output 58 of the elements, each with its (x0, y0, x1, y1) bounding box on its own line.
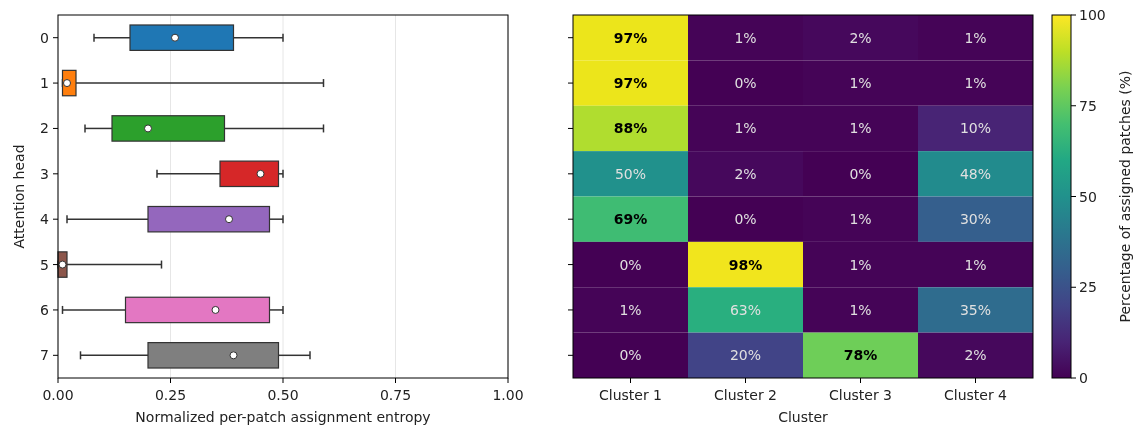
data-label: 1% (734, 120, 757, 137)
x-tick-label: 0.25 (154, 387, 187, 403)
data-label: 2% (964, 347, 987, 364)
y-tick-label: 3 (40, 165, 49, 182)
data-label: 1% (964, 256, 987, 273)
color-bar-label: 75 (1079, 97, 1097, 114)
x-tick-label: 1.00 (492, 387, 524, 403)
color-bar-label: 25 (1079, 279, 1097, 296)
color-bar-title: Percentage of assigned patches (%) (1117, 70, 1133, 323)
data-label: 63% (729, 301, 762, 318)
data-label: 50% (614, 165, 647, 182)
x-tick-label: 0.75 (379, 387, 412, 403)
y-tick-label: 6 (40, 301, 50, 318)
data-label: 2% (849, 29, 872, 46)
data-label: 69% (613, 211, 648, 228)
x-tick-label: Cluster 3 (828, 387, 893, 403)
data-label: 1% (619, 301, 642, 318)
data-label: 48% (959, 165, 992, 182)
data-label: 1% (964, 75, 987, 92)
x-tick-label: Cluster 2 (713, 387, 778, 403)
data-label: 1% (734, 29, 757, 46)
x-tick-label: Cluster 4 (943, 387, 1008, 403)
y-tick-label: 0 (40, 29, 49, 46)
data-label: 0% (734, 211, 757, 228)
data-label: 2% (734, 165, 757, 182)
x-tick-label: 0.50 (267, 387, 299, 403)
data-label: 0% (619, 347, 642, 364)
data-label: 30% (959, 211, 992, 228)
data-label: 88% (613, 120, 648, 137)
data-label: 10% (959, 120, 992, 137)
x-axis-title: Normalized per-patch assignment entropy (135, 409, 431, 425)
data-label: 1% (964, 29, 987, 46)
y-tick-label: 7 (40, 347, 49, 364)
data-label: 98% (728, 256, 763, 273)
x-tick-label: 0.00 (42, 387, 74, 403)
color-bar-label: 50 (1079, 188, 1097, 205)
data-label: 0% (734, 75, 757, 92)
data-label: 0% (619, 256, 642, 273)
data-label: 1% (849, 120, 872, 137)
data-label: 1% (849, 211, 872, 228)
color-bar-label: 100 (1079, 7, 1106, 23)
data-label: 35% (959, 301, 992, 318)
data-label: 97% (613, 75, 648, 92)
data-label: 78% (843, 347, 878, 364)
data-label: 1% (849, 256, 872, 273)
y-tick-label: 1 (40, 75, 49, 92)
data-label: 1% (849, 75, 872, 92)
data-label: 20% (729, 347, 762, 364)
data-label: 1% (849, 301, 872, 318)
y-tick-label: 2 (40, 120, 49, 137)
y-tick-label: 4 (40, 211, 50, 228)
x-axis-title: Cluster (778, 409, 829, 425)
y-axis-title: Attention head (11, 144, 27, 249)
data-label: 0% (849, 165, 872, 182)
data-label: 97% (613, 29, 648, 46)
y-tick-label: 5 (40, 256, 49, 273)
color-bar-label: 0 (1079, 370, 1088, 386)
x-tick-label: Cluster 1 (598, 387, 663, 403)
